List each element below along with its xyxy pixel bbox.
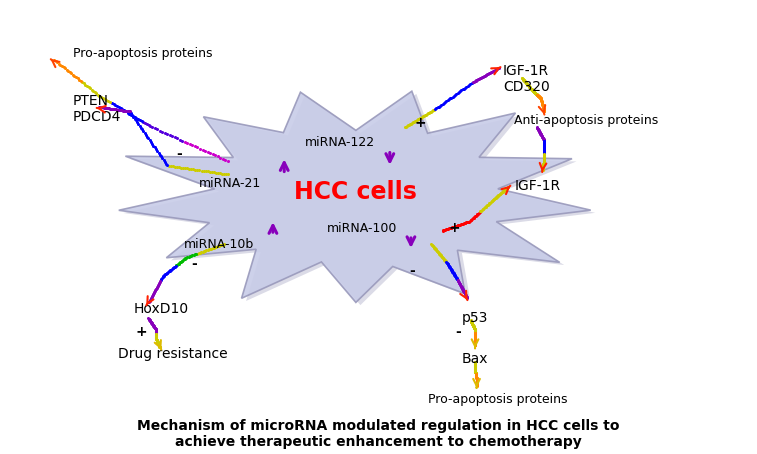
Text: Pro-apoptosis proteins: Pro-apoptosis proteins	[428, 393, 567, 405]
Text: IGF-1R: IGF-1R	[503, 64, 549, 78]
Text: p53: p53	[462, 311, 488, 325]
Text: Mechanism of microRNA modulated regulation in HCC cells to
achieve therapeutic e: Mechanism of microRNA modulated regulati…	[137, 419, 620, 449]
Polygon shape	[123, 94, 595, 305]
Text: CD320: CD320	[503, 80, 550, 94]
Text: -: -	[191, 257, 197, 271]
Text: HCC cells: HCC cells	[294, 180, 417, 204]
Text: Anti-apoptosis proteins: Anti-apoptosis proteins	[514, 114, 659, 127]
Text: -: -	[410, 264, 416, 278]
Text: +: +	[448, 222, 459, 235]
Text: Pro-apoptosis proteins: Pro-apoptosis proteins	[73, 47, 213, 59]
Text: miRNA-122: miRNA-122	[304, 137, 375, 149]
Text: Bax: Bax	[462, 352, 488, 365]
Text: +: +	[414, 116, 425, 130]
Text: PTEN
PDCD4: PTEN PDCD4	[73, 94, 121, 124]
Text: miRNA-100: miRNA-100	[327, 222, 397, 235]
Text: -: -	[176, 147, 182, 161]
Text: Drug resistance: Drug resistance	[118, 347, 228, 361]
Text: miRNA-10b: miRNA-10b	[184, 237, 254, 251]
Polygon shape	[119, 91, 590, 302]
Text: miRNA-21: miRNA-21	[199, 177, 262, 190]
Text: +: +	[135, 325, 147, 339]
Text: IGF-1R: IGF-1R	[514, 178, 560, 192]
Text: -: -	[455, 325, 460, 339]
Text: HoxD10: HoxD10	[133, 302, 188, 316]
